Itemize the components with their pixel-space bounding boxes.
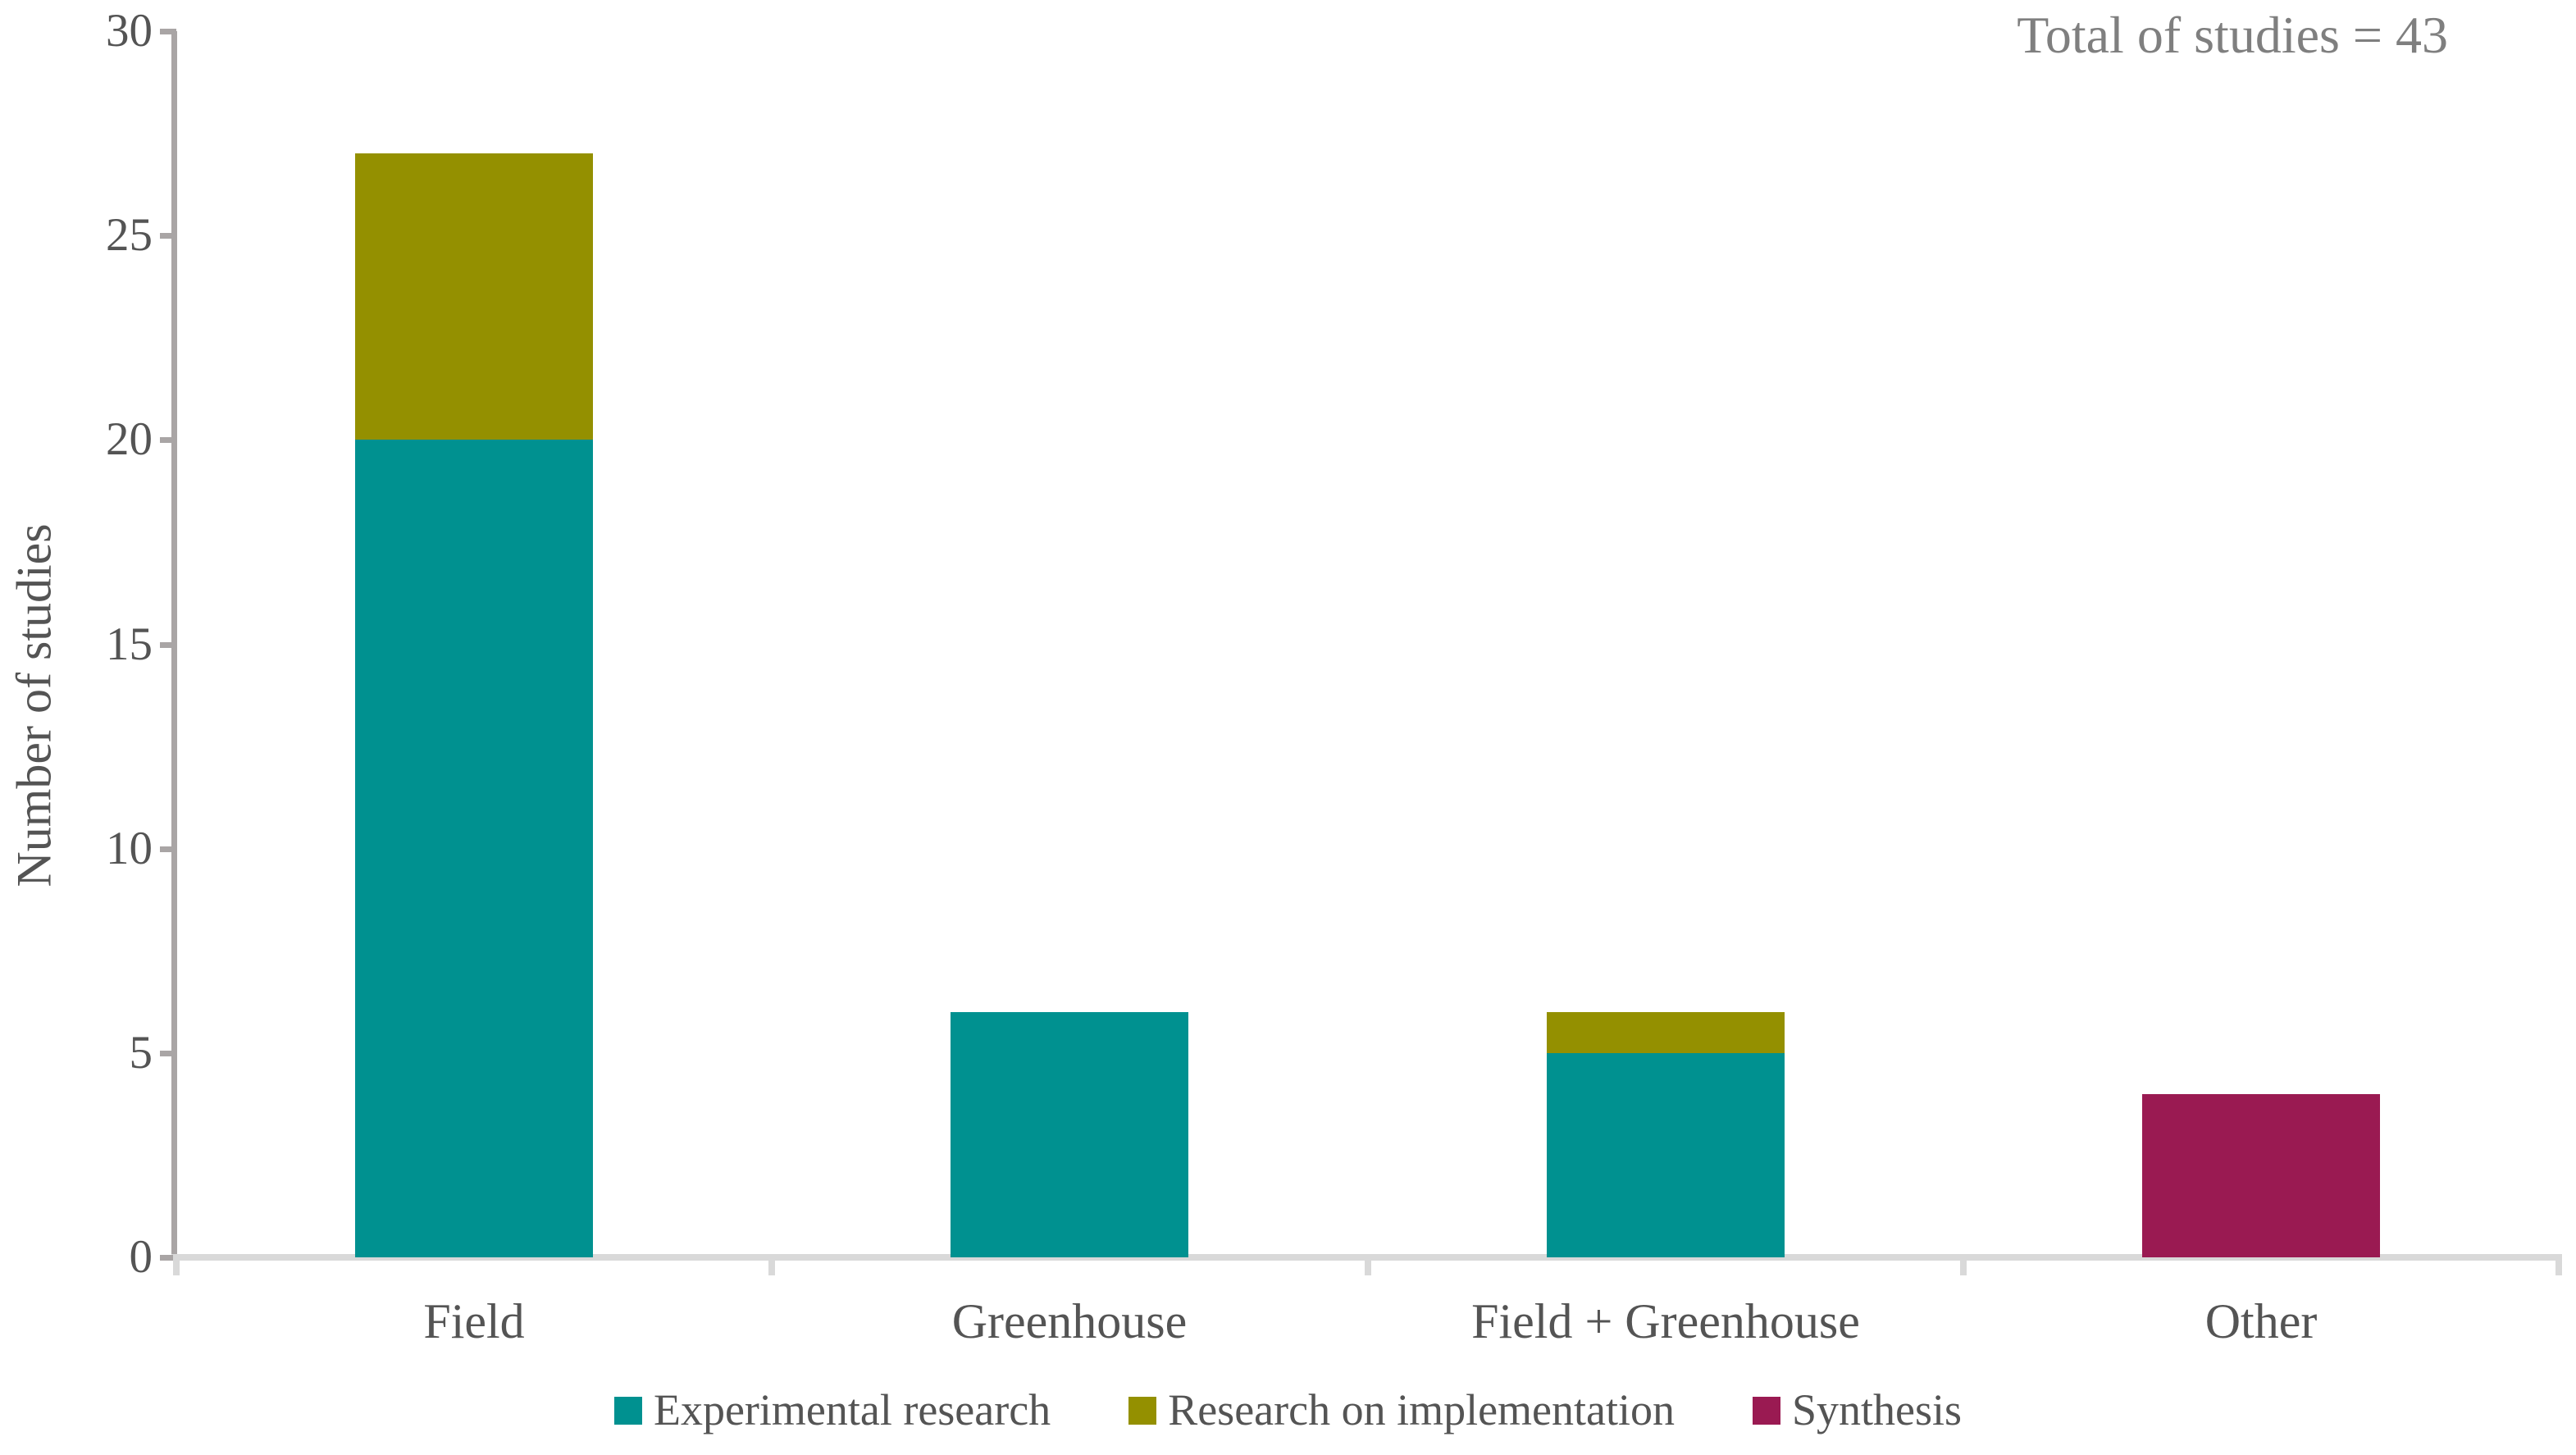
y-tick-label: 15 [106,618,153,670]
legend-label: Experimental research [653,1385,1051,1434]
total-studies-annotation: Total of studies = 43 [2017,6,2448,64]
bar-segment-field-experimental-research [355,440,593,1257]
x-category-label-field: Field [423,1294,525,1348]
y-tick-mark [160,233,176,239]
legend-item-research-on-implementation: Research on implementation [1128,1385,1675,1434]
y-tick-mark [160,1255,176,1261]
y-tick-label: 0 [129,1231,153,1283]
x-category-label-greenhouse: Greenhouse [951,1294,1188,1348]
legend-label: Synthesis [1792,1385,1963,1434]
y-tick-label: 20 [106,413,153,465]
bar-segment-field-research-on-implementation [355,153,593,440]
y-tick-label: 10 [106,823,153,874]
x-tick-mark [768,1254,775,1275]
legend-label: Research on implementation [1168,1385,1675,1434]
legend-swatch-icon [613,1396,642,1425]
x-category-label-field-greenhouse: Field + Greenhouse [1471,1294,1860,1348]
y-tick-label: 25 [106,209,153,261]
y-tick-mark [160,1051,176,1056]
x-tick-mark [1365,1254,1371,1275]
bar-segment-field-greenhouse-research-on-implementation [1547,1012,1785,1053]
x-tick-mark [2555,1254,2562,1275]
x-tick-mark [1960,1254,1967,1275]
bar-segment-field-greenhouse-experimental-research [1547,1053,1785,1257]
y-tick-label: 5 [129,1027,153,1079]
bar-segment-greenhouse-experimental-research [951,1012,1188,1257]
legend: Experimental research Research on impleme… [0,1385,2576,1434]
y-tick-label: 30 [106,5,153,57]
y-tick-mark [160,437,176,443]
legend-swatch-icon [1753,1396,1780,1425]
y-tick-mark [160,29,176,34]
x-tick-mark [173,1254,180,1275]
legend-item-synthesis: Synthesis [1753,1385,1963,1434]
y-tick-mark [160,846,176,852]
legend-swatch-icon [1128,1396,1157,1425]
bar-segment-other-synthesis [2142,1094,2380,1257]
x-category-label-other: Other [2204,1294,2318,1348]
y-tick-mark [160,642,176,648]
legend-item-experimental-research: Experimental research [613,1385,1051,1434]
